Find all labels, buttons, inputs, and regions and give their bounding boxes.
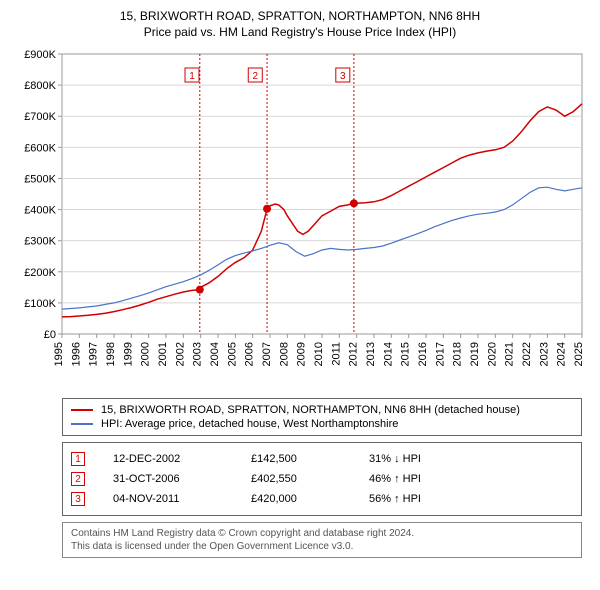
svg-text:2022: 2022 xyxy=(521,342,533,366)
svg-text:1999: 1999 xyxy=(122,342,134,366)
svg-text:£200K: £200K xyxy=(24,267,56,279)
svg-text:2000: 2000 xyxy=(140,342,152,366)
svg-text:2006: 2006 xyxy=(244,342,256,366)
svg-text:3: 3 xyxy=(340,71,346,82)
svg-text:2021: 2021 xyxy=(504,342,516,366)
svg-text:2007: 2007 xyxy=(261,342,273,366)
chart-title-block: 15, BRIXWORTH ROAD, SPRATTON, NORTHAMPTO… xyxy=(12,8,588,40)
svg-text:2: 2 xyxy=(252,71,258,82)
svg-text:1995: 1995 xyxy=(53,342,65,366)
svg-text:2023: 2023 xyxy=(538,342,550,366)
svg-text:£400K: £400K xyxy=(24,205,56,217)
footer: Contains HM Land Registry data © Crown c… xyxy=(62,522,582,558)
sale-marker-1: 1 xyxy=(71,452,85,466)
footer-line-2: This data is licensed under the Open Gov… xyxy=(71,540,573,553)
svg-text:2003: 2003 xyxy=(192,342,204,366)
svg-text:2011: 2011 xyxy=(330,342,342,366)
legend-label-1: HPI: Average price, detached house, West… xyxy=(101,418,398,430)
sales-row: 1 12-DEC-2002 £142,500 31% ↓ HPI xyxy=(71,449,573,469)
svg-text:2005: 2005 xyxy=(226,342,238,366)
svg-text:1998: 1998 xyxy=(105,342,117,366)
legend-swatch-0 xyxy=(71,409,93,411)
svg-text:£100K: £100K xyxy=(24,298,56,310)
sale-date: 31-OCT-2006 xyxy=(113,473,223,485)
svg-text:£800K: £800K xyxy=(24,80,56,92)
sale-date: 12-DEC-2002 xyxy=(113,453,223,465)
svg-text:2008: 2008 xyxy=(278,342,290,366)
svg-text:£300K: £300K xyxy=(24,236,56,248)
svg-text:2015: 2015 xyxy=(400,342,412,366)
legend-row: HPI: Average price, detached house, West… xyxy=(71,417,573,431)
svg-text:£600K: £600K xyxy=(24,143,56,155)
sale-price: £402,550 xyxy=(251,473,341,485)
chart: £0 £100K £200K £300K £400K £500K £600K £700K £80… xyxy=(12,44,588,394)
svg-text:2018: 2018 xyxy=(452,342,464,366)
svg-text:2014: 2014 xyxy=(382,342,394,366)
svg-text:2010: 2010 xyxy=(313,342,325,366)
svg-text:2019: 2019 xyxy=(469,342,481,366)
legend-row: 15, BRIXWORTH ROAD, SPRATTON, NORTHAMPTO… xyxy=(71,403,573,417)
sales-table: 1 12-DEC-2002 £142,500 31% ↓ HPI 2 31-OC… xyxy=(62,442,582,516)
svg-text:2024: 2024 xyxy=(556,342,568,366)
svg-text:£500K: £500K xyxy=(24,174,56,186)
footer-line-1: Contains HM Land Registry data © Crown c… xyxy=(71,527,573,540)
svg-text:£900K: £900K xyxy=(24,49,56,61)
svg-text:2017: 2017 xyxy=(434,342,446,366)
sale-marker-2: 2 xyxy=(71,472,85,486)
svg-text:2012: 2012 xyxy=(348,342,360,366)
title-line-1: 15, BRIXWORTH ROAD, SPRATTON, NORTHAMPTO… xyxy=(12,8,588,24)
svg-text:£0: £0 xyxy=(44,329,56,341)
svg-text:1: 1 xyxy=(189,71,195,82)
chart-svg: £0 £100K £200K £300K £400K £500K £600K £700K £80… xyxy=(12,44,588,394)
svg-text:2009: 2009 xyxy=(296,342,308,366)
sale-price: £142,500 xyxy=(251,453,341,465)
legend-label-0: 15, BRIXWORTH ROAD, SPRATTON, NORTHAMPTO… xyxy=(101,404,520,416)
title-line-2: Price paid vs. HM Land Registry's House … xyxy=(12,24,588,40)
svg-text:£700K: £700K xyxy=(24,112,56,124)
sale-date: 04-NOV-2011 xyxy=(113,493,223,505)
svg-text:2016: 2016 xyxy=(417,342,429,366)
legend-swatch-1 xyxy=(71,423,93,425)
svg-text:1997: 1997 xyxy=(88,342,100,366)
sale-marker-3: 3 xyxy=(71,492,85,506)
sales-row: 2 31-OCT-2006 £402,550 46% ↑ HPI xyxy=(71,469,573,489)
svg-text:2001: 2001 xyxy=(157,342,169,366)
svg-text:2025: 2025 xyxy=(573,342,585,366)
svg-text:1996: 1996 xyxy=(70,342,82,366)
svg-text:2002: 2002 xyxy=(174,342,186,366)
sale-diff: 31% ↓ HPI xyxy=(369,453,469,465)
sale-diff: 46% ↑ HPI xyxy=(369,473,469,485)
sale-diff: 56% ↑ HPI xyxy=(369,493,469,505)
svg-text:2013: 2013 xyxy=(365,342,377,366)
legend: 15, BRIXWORTH ROAD, SPRATTON, NORTHAMPTO… xyxy=(62,398,582,436)
sales-row: 3 04-NOV-2011 £420,000 56% ↑ HPI xyxy=(71,489,573,509)
svg-text:2004: 2004 xyxy=(209,342,221,366)
svg-text:2020: 2020 xyxy=(486,342,498,366)
sale-price: £420,000 xyxy=(251,493,341,505)
